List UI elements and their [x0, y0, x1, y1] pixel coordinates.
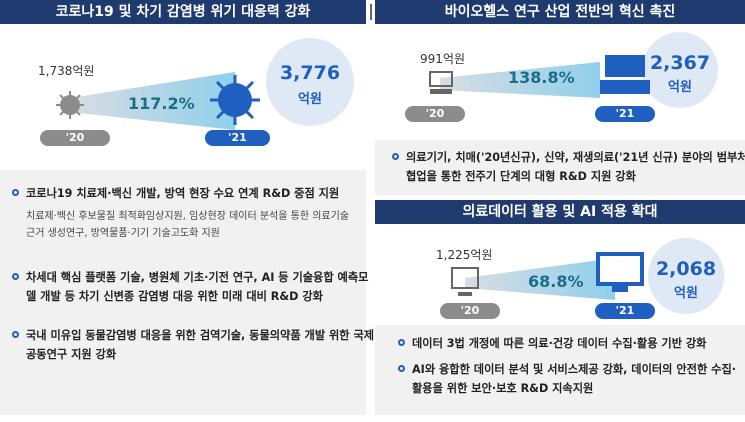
year: '21 [615, 107, 635, 120]
before-amount: 991억원 [420, 52, 465, 66]
bullet: 코로나19 치료제·백신 개발, 방역 현장 수요 연계 R&D 중점 지원 [12, 184, 371, 203]
bullet: AI와 융합한 데이터 분석 및 서비스제공 강화, 데이터의 안전한 수집·활… [398, 360, 742, 398]
after-unit: 억원 [668, 80, 692, 95]
bullet: 데이터 3법 개정에 따른 의료·건강 데이터 수집·활용 기반 강화 [398, 334, 745, 353]
bullet: 의료기기, 치매('20년신규), 신약, 재생의료('21년 신규) 분야의 … [392, 148, 745, 186]
year: '20 [460, 304, 480, 317]
after-amount: 2,068 [655, 258, 717, 280]
section-title: 바이오헬스 연구 산업 전반의 혁신 촉진 [375, 0, 745, 24]
sub-bullet: 치료제·백신 후보물질 최적화임상지원, 임상현장 데이터 분석을 통한 의료기… [26, 211, 350, 239]
before-amount: 1,225억원 [436, 248, 493, 262]
growth-rate: 138.8% [508, 68, 575, 87]
after-unit: 억원 [674, 286, 698, 301]
year: '21 [615, 304, 635, 317]
year: '20 [65, 131, 85, 144]
after-amount: 3,776 [279, 62, 341, 84]
after-amount: 2,367 [649, 52, 711, 74]
bullet: 국내 미유입 동물감염병 대응을 위한 검역기술, 동물의약품 개발 위한 국제… [12, 326, 376, 364]
before-amount: 1,738억원 [38, 64, 95, 78]
growth-rate: 68.8% [528, 272, 584, 291]
bullet: 차세대 핵심 플랫폼 기술, 병원체 기초·기전 연구, AI 등 기술융합 예… [12, 268, 376, 306]
year: '21 [228, 131, 247, 144]
year: '20 [425, 107, 445, 120]
after-unit: 억원 [298, 92, 322, 107]
section-title: 코로나19 및 차기 감염병 위기 대응력 강화 [0, 0, 366, 24]
section-title: 의료데이터 활용 및 AI 적용 확대 [375, 200, 745, 224]
growth-rate: 117.2% [128, 94, 195, 113]
